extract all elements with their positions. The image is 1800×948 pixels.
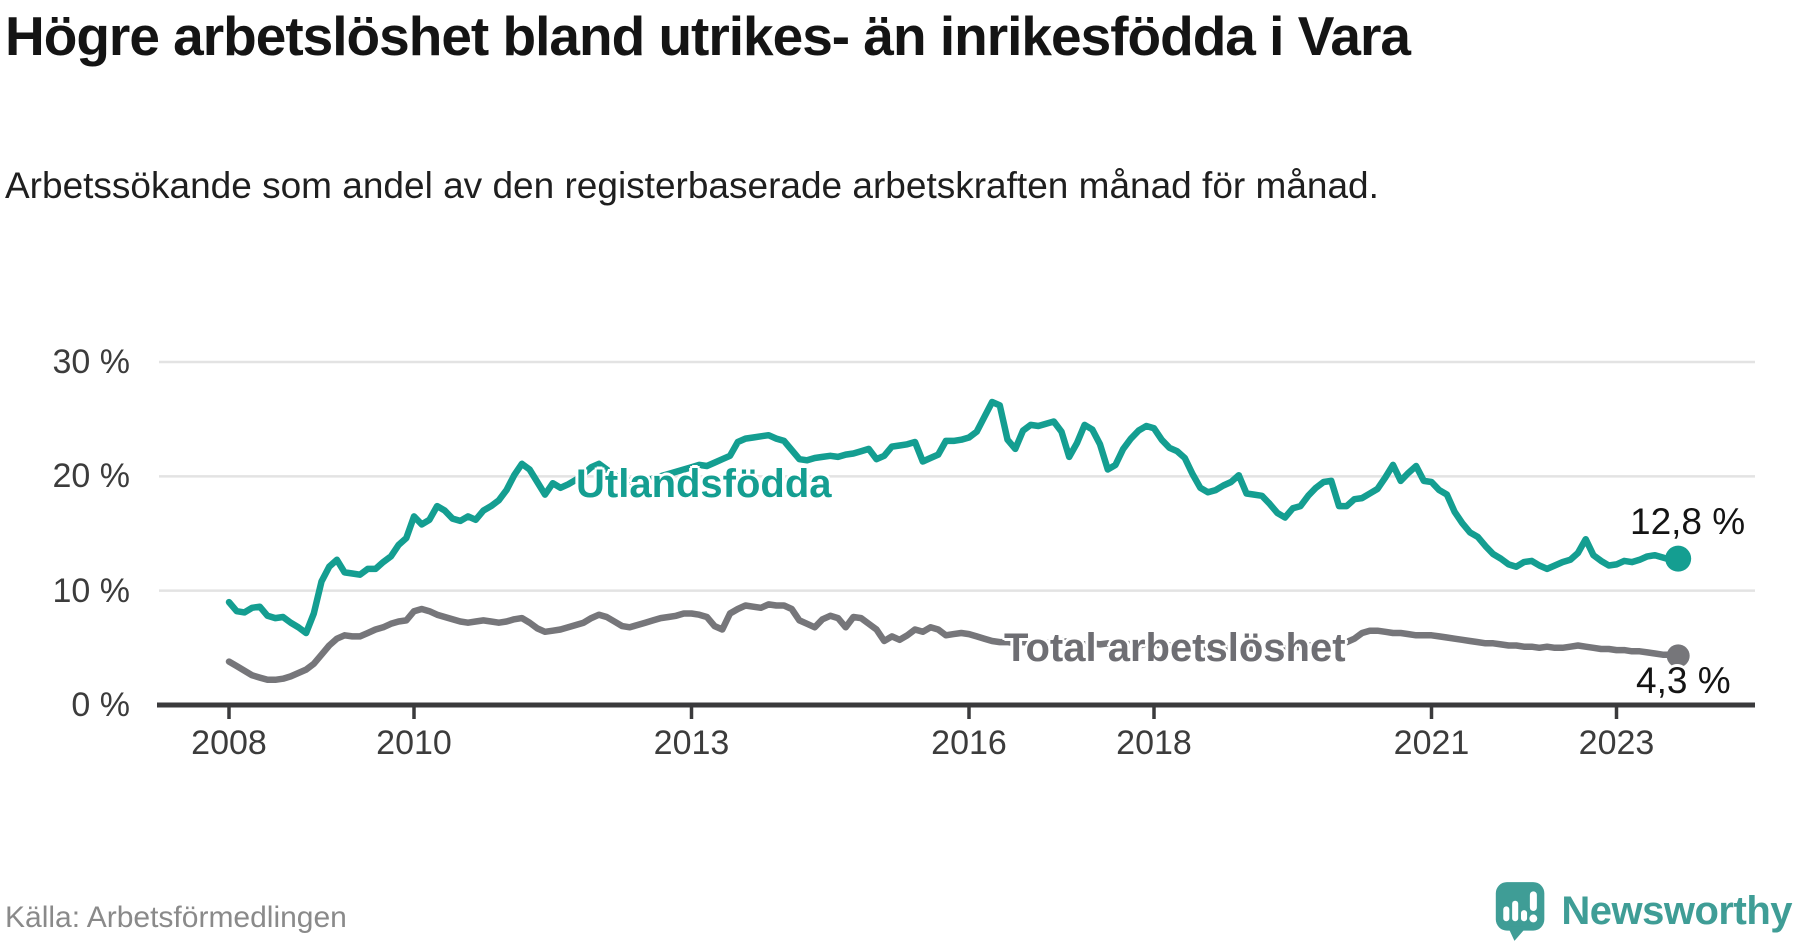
y-axis-tick-label: 20 % xyxy=(52,457,131,496)
end-value-utlandsfodda: 12,8 % xyxy=(1630,501,1746,542)
end-value-total: 4,3 % xyxy=(1636,660,1731,701)
series-label-total-arbetsloshet: Total arbetslöshet xyxy=(1004,626,1346,670)
x-axis-tick-label: 2018 xyxy=(1116,724,1192,762)
x-axis-tick-label: 2021 xyxy=(1393,724,1470,762)
x-axis-tick-label: 2010 xyxy=(376,724,452,762)
newsworthy-wordmark: Newsworthy xyxy=(1561,888,1792,933)
newsworthy-bubble-chart-icon xyxy=(1496,882,1545,941)
x-axis-tick-label: 2023 xyxy=(1578,724,1655,762)
page-title: Högre arbetslöshet bland utrikes- än inr… xyxy=(5,5,1411,67)
x-axis-tick-label: 2016 xyxy=(931,724,1007,762)
y-axis-tick-label: 0 % xyxy=(71,686,130,724)
series-label-utlandsfodda: Utlandsfödda xyxy=(576,462,832,506)
chart-subtitle: Arbetssökande som andel av den registerb… xyxy=(5,165,1379,206)
x-axis-tick-label: 2013 xyxy=(653,724,730,762)
x-axis-tick-label: 2008 xyxy=(191,724,267,762)
y-axis-tick-label: 30 % xyxy=(52,343,131,381)
newsworthy-logo: Newsworthy xyxy=(1493,880,1792,942)
y-axis-tick-label: 10 % xyxy=(52,571,131,610)
source-note: Källa: Arbetsförmedlingen xyxy=(5,901,347,934)
